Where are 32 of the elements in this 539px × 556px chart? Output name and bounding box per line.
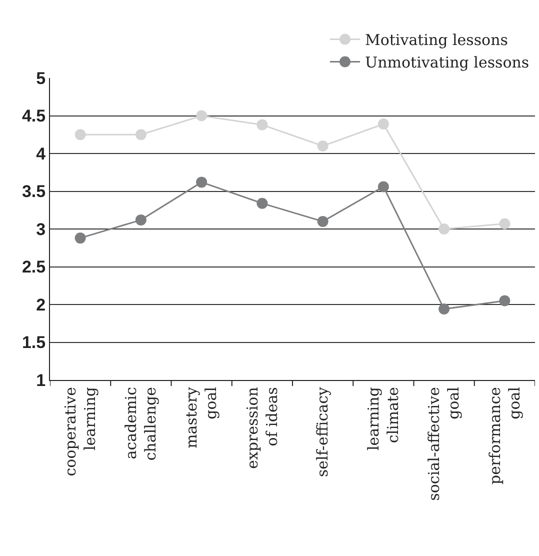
y-tick-label: 2.5 (22, 258, 46, 277)
point (378, 181, 389, 192)
y-tick-label: 3 (36, 220, 46, 239)
x-tick-label: social-affective goal (425, 386, 463, 501)
point (74, 129, 86, 140)
y-tick-label: 1 (36, 370, 46, 390)
point (196, 176, 208, 188)
point (378, 118, 389, 130)
y-tick-label: 1.5 (22, 333, 46, 352)
y-tick-label: 3.5 (22, 182, 46, 202)
y-tick-label: 4.5 (22, 106, 46, 126)
point (317, 140, 328, 152)
point (74, 232, 86, 244)
point (317, 216, 328, 227)
point (438, 304, 450, 315)
y-tick-label: 5 (36, 68, 46, 88)
x-tick-label: performance goal (486, 386, 524, 485)
point (135, 214, 146, 226)
point (135, 129, 146, 140)
legend-label: Unmotivating lessons (365, 54, 530, 72)
point (499, 295, 510, 306)
point (499, 218, 510, 230)
point (256, 198, 268, 209)
point (256, 119, 268, 130)
y-tick-label: 2 (36, 295, 46, 314)
y-tick-label: 4 (36, 144, 46, 164)
x-tick-label: self-efficacy (314, 386, 332, 478)
x-tick-label: cooperative learning (61, 386, 99, 476)
point (438, 224, 450, 234)
point (196, 110, 208, 122)
legend-label: Motivating lessons (365, 31, 508, 50)
x-tick-label: mastery goal (182, 386, 220, 448)
